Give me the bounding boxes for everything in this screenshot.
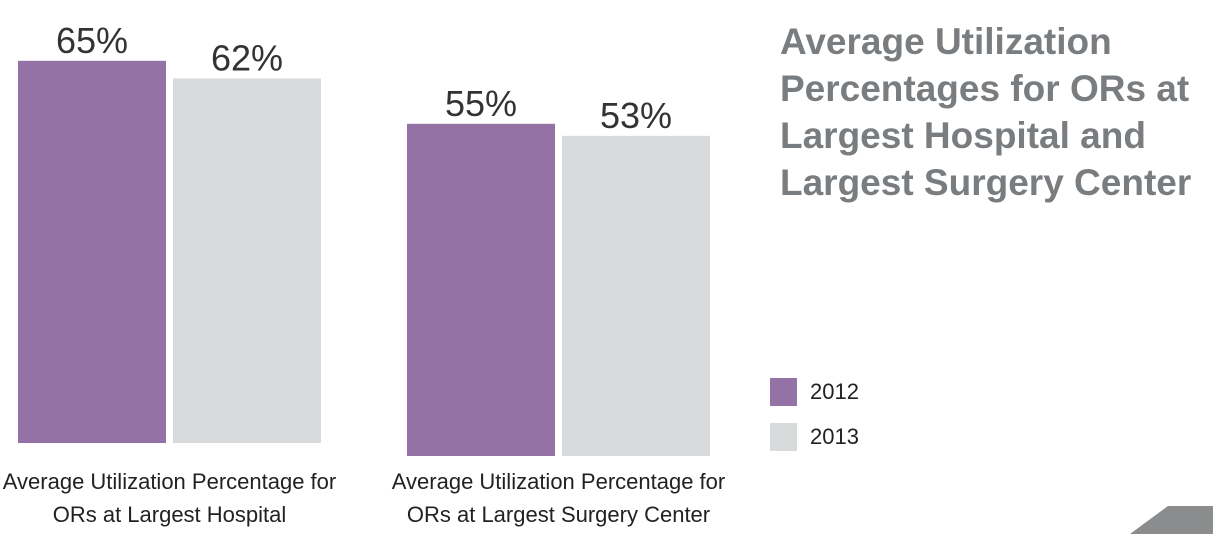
value-label: 65% xyxy=(56,20,128,61)
bar xyxy=(173,78,321,443)
arrow-decoration xyxy=(1130,506,1213,534)
legend-swatch xyxy=(770,378,797,406)
legend-label: 2013 xyxy=(810,424,859,449)
chart-title: Average Utilization Percentages for ORs … xyxy=(780,21,1192,203)
bar xyxy=(407,123,555,457)
value-label: 62% xyxy=(211,37,283,78)
legend-swatch xyxy=(770,423,797,451)
bar xyxy=(18,60,166,444)
legend-label: 2012 xyxy=(810,379,859,404)
category-label: Average Utilization Percentage for ORs a… xyxy=(2,469,337,527)
value-label: 53% xyxy=(600,95,672,136)
value-label: 55% xyxy=(445,83,517,124)
bar xyxy=(562,135,710,456)
category-label: Average Utilization Percentage for ORs a… xyxy=(391,469,726,527)
